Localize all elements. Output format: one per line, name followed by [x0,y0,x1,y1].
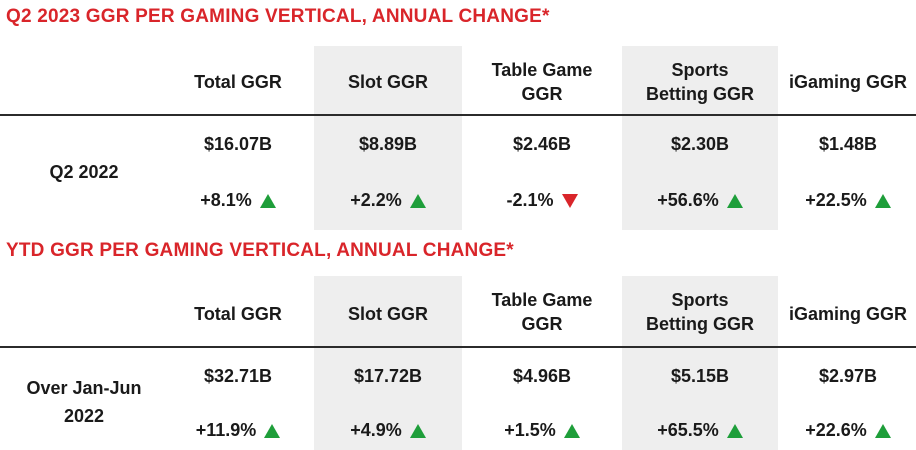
change-table-game-ggr: +1.5% [466,420,618,441]
change-text: +56.6% [657,190,719,210]
header-igaming-ggr: iGaming GGR [788,72,907,92]
change-sports-betting-ggr: +56.6% [622,190,778,211]
up-arrow-icon [409,193,426,208]
change-text: +22.5% [805,190,867,210]
value-igaming-ggr: $2.97B [818,366,878,386]
change-sports-betting-ggr: +65.5% [622,420,778,441]
table-title: Q2 2023 GGR PER GAMING VERTICAL, ANNUAL … [6,6,550,27]
up-arrow-icon [264,423,281,438]
change-total-ggr: +8.1% [168,190,308,211]
up-arrow-icon [409,423,426,438]
change-slot-ggr: +2.2% [314,190,462,211]
up-arrow-icon [259,193,276,208]
header-slot-ggr: Slot GGR [348,304,428,324]
down-arrow-icon [561,193,578,208]
ytd-table: YTD GGR PER GAMING VERTICAL, ANNUAL CHAN… [0,234,916,450]
change-text: +1.5% [504,420,556,440]
header-divider [0,114,916,116]
header-divider [0,346,916,348]
change-text: +65.5% [657,420,719,440]
header-table-game-ggr: Table Game GGR [491,60,593,104]
value-slot-ggr: $8.89B [358,134,418,154]
change-text: +2.2% [350,190,402,210]
row-label: Over Jan-Jun 2022 [26,378,142,426]
change-text: -2.1% [506,190,554,210]
value-slot-ggr: $17.72B [353,366,423,386]
row-label: Q2 2022 [49,162,119,182]
up-arrow-icon [874,193,891,208]
value-table-game-ggr: $2.46B [512,134,572,154]
change-text: +4.9% [350,420,402,440]
change-text: +22.6% [805,420,867,440]
change-total-ggr: +11.9% [168,420,308,441]
sports-column-shade [622,276,778,450]
up-arrow-icon [726,423,743,438]
value-total-ggr: $32.71B [203,366,273,386]
header-sports-betting-ggr: Sports Betting GGR [646,290,754,334]
change-igaming-ggr: +22.5% [780,190,916,211]
q2-table: Q2 2023 GGR PER GAMING VERTICAL, ANNUAL … [0,6,916,230]
change-slot-ggr: +4.9% [314,420,462,441]
slot-column-shade [314,276,462,450]
header-slot-ggr: Slot GGR [348,72,428,92]
up-arrow-icon [726,193,743,208]
header-total-ggr: Total GGR [194,304,282,324]
up-arrow-icon [563,423,580,438]
slot-column-shade [314,46,462,230]
change-igaming-ggr: +22.6% [780,420,916,441]
value-sports-betting-ggr: $5.15B [670,366,730,386]
sports-column-shade [622,46,778,230]
value-sports-betting-ggr: $2.30B [670,134,730,154]
header-table-game-ggr: Table Game GGR [491,290,593,334]
change-text: +8.1% [200,190,252,210]
up-arrow-icon [874,423,891,438]
header-total-ggr: Total GGR [194,72,282,92]
value-igaming-ggr: $1.48B [818,134,878,154]
change-table-game-ggr: -2.1% [466,190,618,211]
header-igaming-ggr: iGaming GGR [788,304,907,324]
change-text: +11.9% [195,420,257,440]
table-title: YTD GGR PER GAMING VERTICAL, ANNUAL CHAN… [6,240,514,261]
value-total-ggr: $16.07B [203,134,273,154]
value-table-game-ggr: $4.96B [512,366,572,386]
header-sports-betting-ggr: Sports Betting GGR [646,60,754,104]
